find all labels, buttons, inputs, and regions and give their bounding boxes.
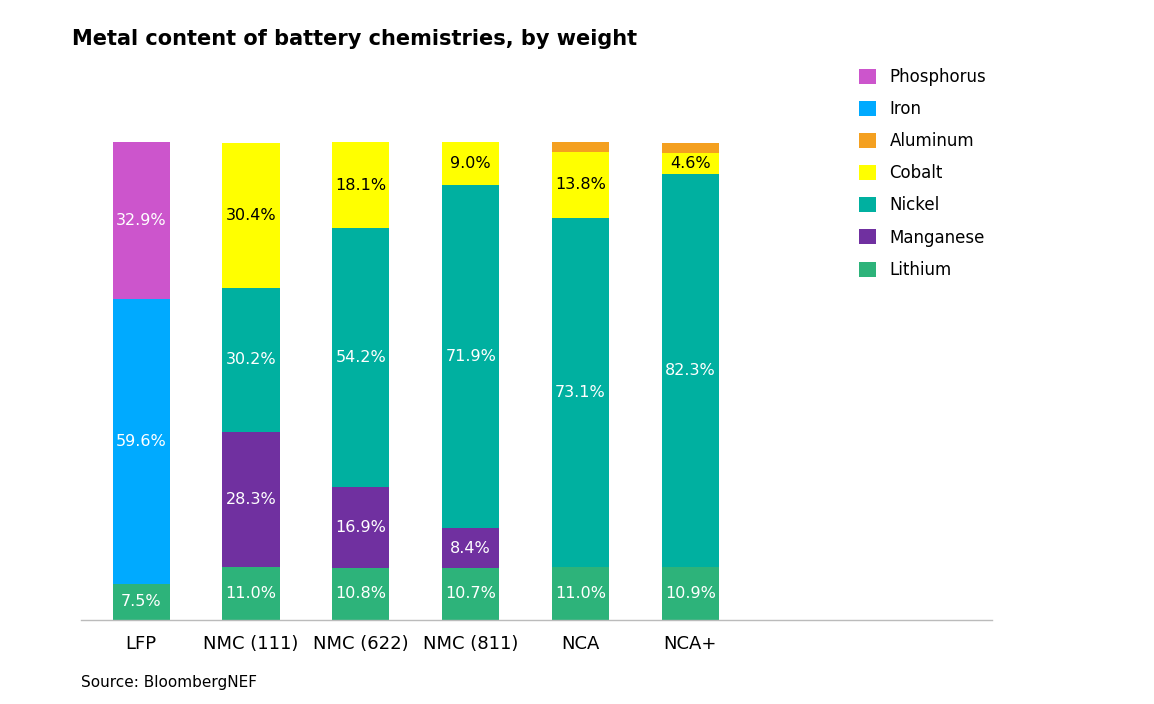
Bar bbox=[552, 142, 609, 152]
Text: 28.3%: 28.3% bbox=[226, 492, 277, 507]
Text: 10.7%: 10.7% bbox=[445, 586, 496, 601]
Bar bbox=[223, 142, 279, 288]
Bar bbox=[662, 175, 719, 567]
Text: 11.0%: 11.0% bbox=[555, 586, 606, 601]
Text: 9.0%: 9.0% bbox=[450, 156, 490, 171]
Bar bbox=[662, 142, 719, 153]
Legend: Phosphorus, Iron, Aluminum, Cobalt, Nickel, Manganese, Lithium: Phosphorus, Iron, Aluminum, Cobalt, Nick… bbox=[860, 68, 987, 279]
Text: 7.5%: 7.5% bbox=[121, 594, 162, 609]
Text: 32.9%: 32.9% bbox=[115, 213, 166, 228]
Bar bbox=[223, 567, 279, 620]
Text: Metal content of battery chemistries, by weight: Metal content of battery chemistries, by… bbox=[72, 30, 637, 49]
Text: 59.6%: 59.6% bbox=[115, 434, 166, 449]
Bar bbox=[332, 487, 389, 568]
Text: 54.2%: 54.2% bbox=[336, 351, 387, 365]
Bar bbox=[442, 185, 500, 528]
Bar bbox=[552, 567, 609, 620]
Bar bbox=[223, 288, 279, 432]
Bar bbox=[113, 142, 170, 299]
Bar bbox=[662, 153, 719, 175]
Text: 10.8%: 10.8% bbox=[336, 586, 387, 601]
Bar bbox=[113, 584, 170, 620]
Text: 11.0%: 11.0% bbox=[225, 586, 277, 601]
Bar bbox=[113, 299, 170, 584]
Bar bbox=[442, 528, 500, 568]
Text: 73.1%: 73.1% bbox=[555, 385, 606, 400]
Bar bbox=[442, 568, 500, 620]
Bar bbox=[332, 142, 389, 229]
Text: 13.8%: 13.8% bbox=[555, 177, 606, 192]
Text: Source: BloombergNEF: Source: BloombergNEF bbox=[81, 675, 257, 690]
Text: 30.4%: 30.4% bbox=[226, 208, 276, 222]
Text: 30.2%: 30.2% bbox=[226, 352, 276, 367]
Bar bbox=[332, 568, 389, 620]
Bar bbox=[552, 218, 609, 567]
Bar bbox=[332, 229, 389, 487]
Text: 4.6%: 4.6% bbox=[670, 156, 711, 171]
Text: 16.9%: 16.9% bbox=[336, 520, 387, 535]
Bar bbox=[442, 142, 500, 185]
Bar bbox=[662, 567, 719, 620]
Bar bbox=[552, 152, 609, 218]
Text: 8.4%: 8.4% bbox=[450, 541, 492, 556]
Text: 71.9%: 71.9% bbox=[445, 349, 496, 364]
Bar bbox=[223, 432, 279, 567]
Text: 18.1%: 18.1% bbox=[336, 177, 387, 193]
Text: 10.9%: 10.9% bbox=[665, 586, 715, 601]
Text: 82.3%: 82.3% bbox=[665, 363, 715, 379]
